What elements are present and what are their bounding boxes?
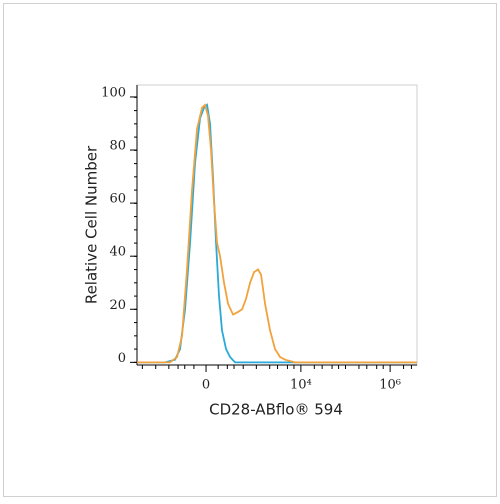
y-tick-label: 40 xyxy=(109,245,126,260)
y-tick-label: 0 xyxy=(118,351,126,366)
y-tick-label: 80 xyxy=(109,139,126,154)
x-axis-label: CD28-ABflo® 594 xyxy=(209,401,343,419)
y-axis-label: Relative Cell Number xyxy=(83,145,101,304)
x-tick-label: 10⁶ xyxy=(379,378,401,393)
histogram-line xyxy=(137,103,417,364)
x-tick-label: 0 xyxy=(202,378,210,393)
x-tick-label: 10⁴ xyxy=(290,378,312,393)
y-tick-label: 100 xyxy=(101,85,126,100)
y-tick-label: 20 xyxy=(109,298,126,313)
y-tick-label: 60 xyxy=(109,192,126,207)
frame xyxy=(3,3,497,497)
histogram-line xyxy=(137,103,417,364)
